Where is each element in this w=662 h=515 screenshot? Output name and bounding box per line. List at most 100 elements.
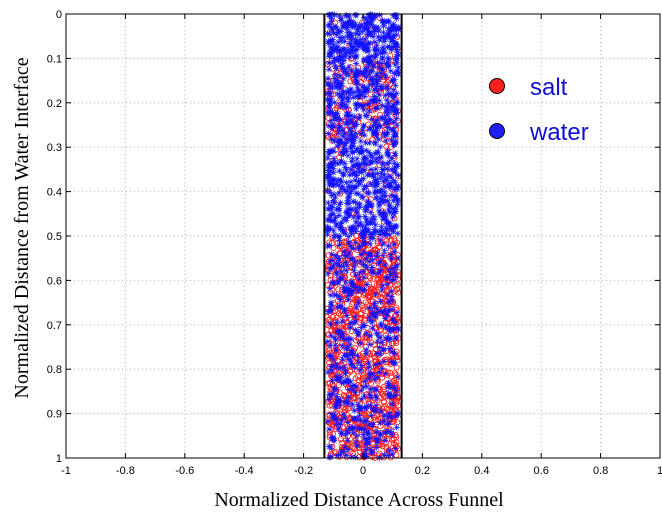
water-point — [338, 157, 345, 165]
water-point — [355, 31, 363, 38]
water-point — [379, 102, 386, 109]
water-point — [362, 453, 370, 460]
water-point — [395, 172, 402, 179]
water-point — [342, 146, 350, 153]
water-point — [353, 66, 360, 74]
water-point — [333, 260, 340, 267]
water-point — [350, 18, 357, 26]
water-point — [328, 367, 335, 375]
water-point — [349, 183, 356, 190]
water-point — [386, 324, 393, 331]
water-point — [378, 365, 385, 372]
water-point — [331, 176, 339, 183]
water-point — [391, 160, 398, 167]
water-point — [394, 99, 401, 107]
water-point — [370, 421, 377, 428]
water-point — [386, 223, 394, 230]
water-point — [393, 115, 400, 122]
water-point — [325, 199, 332, 206]
water-point — [341, 130, 349, 137]
water-point — [377, 408, 385, 415]
water-point — [382, 315, 389, 322]
water-point — [393, 90, 400, 97]
water-point — [387, 180, 394, 187]
water-point — [381, 49, 388, 56]
water-point — [367, 166, 375, 173]
water-point — [360, 70, 367, 77]
water-point — [363, 204, 371, 211]
water-point — [337, 303, 344, 311]
water-point — [373, 125, 380, 132]
water-point — [332, 110, 339, 118]
water-point — [329, 278, 336, 286]
water-point — [349, 256, 356, 263]
salt-point — [357, 316, 364, 323]
water-point — [343, 200, 351, 207]
water-point — [391, 186, 398, 193]
water-point — [346, 224, 353, 232]
water-point — [332, 159, 339, 166]
water-point — [339, 183, 346, 190]
water-point — [347, 32, 354, 39]
water-point — [372, 52, 379, 59]
water-point — [340, 226, 347, 234]
water-point — [357, 36, 364, 43]
water-point — [324, 270, 332, 277]
water-point — [344, 437, 351, 444]
water-point — [363, 429, 371, 436]
water-point — [339, 356, 346, 363]
water-point — [342, 94, 350, 102]
water-point — [333, 291, 340, 299]
water-point — [373, 158, 381, 166]
water-point — [384, 61, 392, 68]
water-point — [327, 332, 335, 339]
water-point — [372, 129, 379, 136]
water-point — [350, 287, 357, 294]
water-point — [383, 96, 391, 104]
water-point — [358, 193, 366, 200]
water-point — [384, 85, 391, 92]
water-point — [387, 251, 394, 259]
water-point — [395, 51, 402, 59]
water-point — [346, 21, 354, 28]
water-point — [341, 306, 349, 313]
water-point — [352, 120, 359, 127]
water-point — [331, 114, 339, 121]
water-point — [342, 259, 349, 266]
water-point — [330, 197, 337, 204]
y-tick-label: 0.3 — [47, 142, 62, 154]
water-point — [387, 384, 395, 391]
water-point — [352, 70, 359, 77]
water-point — [341, 140, 348, 147]
y-tick-label: 0.6 — [47, 275, 62, 287]
water-point — [327, 292, 335, 299]
water-point — [394, 230, 401, 237]
water-point — [351, 262, 358, 270]
salt-point — [357, 314, 364, 321]
water-point — [340, 146, 347, 153]
water-point — [324, 96, 331, 103]
water-point — [380, 22, 387, 29]
salt-point — [342, 405, 349, 412]
water-point — [393, 15, 400, 22]
water-point — [352, 454, 359, 461]
water-point — [347, 20, 354, 27]
water-point — [392, 61, 399, 68]
water-point — [366, 81, 373, 89]
water-point — [348, 45, 355, 52]
water-point — [335, 212, 343, 219]
water-point — [391, 360, 399, 367]
water-point — [376, 308, 383, 315]
water-point — [392, 169, 399, 177]
water-point — [345, 239, 352, 246]
water-point — [338, 342, 346, 349]
water-point — [357, 251, 365, 258]
water-point — [338, 94, 345, 101]
water-point — [392, 82, 399, 89]
water-point — [382, 71, 389, 79]
water-point — [346, 424, 353, 432]
water-point — [368, 202, 375, 210]
water-point — [327, 352, 335, 359]
water-point — [385, 413, 392, 421]
water-point — [344, 188, 351, 195]
